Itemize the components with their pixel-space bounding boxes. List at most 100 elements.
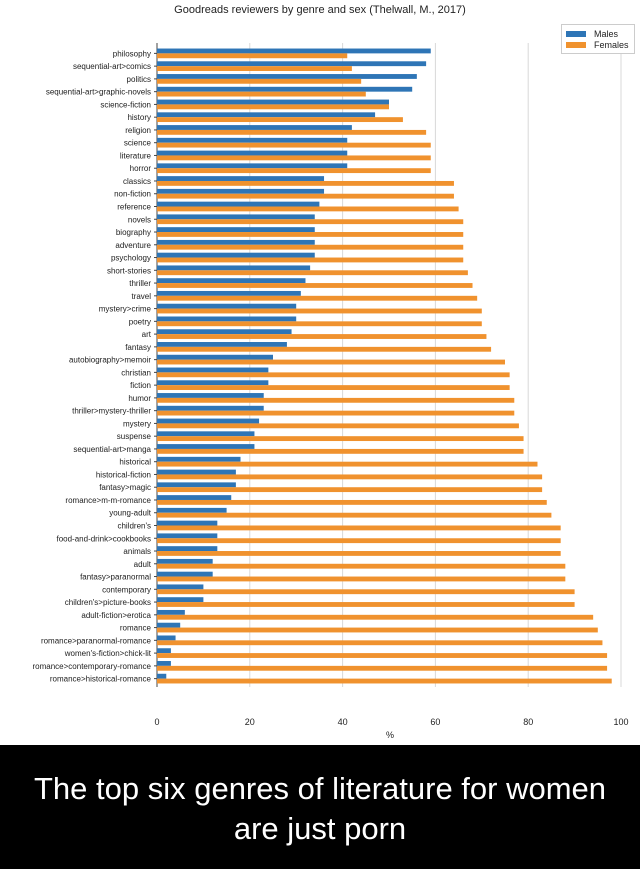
bar-males <box>157 150 348 156</box>
bar-females <box>157 168 431 174</box>
bar-males <box>157 61 427 67</box>
bar-females <box>157 66 352 71</box>
bar-females <box>157 206 459 212</box>
bar-chart-svg: 0 20 40 60 80 100 philosophy sequential-art>com… <box>33 43 629 727</box>
bar-males <box>157 635 176 641</box>
x-tick-label: 80 <box>523 717 533 727</box>
bar-males <box>157 431 255 437</box>
category-label: short-stories <box>107 266 151 275</box>
category-label: poetry <box>129 317 151 326</box>
category-label: christian <box>121 368 151 377</box>
x-tick-label: 60 <box>430 717 440 727</box>
bar-females <box>157 155 431 161</box>
bar-females <box>157 321 482 327</box>
bar-males <box>157 188 325 194</box>
bar-males <box>157 137 348 143</box>
bar-males <box>157 558 213 564</box>
bar-males <box>157 609 185 615</box>
category-label: literature <box>120 151 152 160</box>
category-label: science <box>124 139 152 148</box>
category-label: contemporary <box>102 585 151 594</box>
bar-males <box>157 444 255 449</box>
bar-males <box>157 456 241 462</box>
bar-females <box>157 589 575 595</box>
bar-females <box>157 512 552 518</box>
bar-males <box>157 418 260 424</box>
category-label: mystery <box>123 419 151 428</box>
bar-males <box>157 290 301 296</box>
bar-males <box>157 48 431 54</box>
x-tick-label: 0 <box>154 717 159 727</box>
bar-females <box>157 334 487 339</box>
category-label: science-fiction <box>100 100 151 109</box>
category-label: sequential-art>comics <box>73 62 151 71</box>
bar-males <box>157 648 171 654</box>
bar-males <box>157 214 315 220</box>
category-label: humor <box>128 394 151 403</box>
chart-area: Goodreads reviewers by genre and sex (Th… <box>32 4 635 740</box>
bar-females <box>157 563 566 569</box>
category-label: romance>paranormal-romance <box>41 636 152 645</box>
bar-males <box>157 533 218 539</box>
legend-swatch-males <box>566 31 586 37</box>
bar-females <box>157 78 362 84</box>
bar-females <box>157 487 543 493</box>
bar-males <box>157 74 417 79</box>
category-label: classics <box>123 177 151 186</box>
bar-females <box>157 372 510 378</box>
bar-males <box>157 303 297 309</box>
bar-females <box>157 627 598 633</box>
bar-females <box>157 385 510 390</box>
category-label: animals <box>123 547 151 556</box>
bar-females <box>157 474 543 480</box>
bar-males <box>157 495 232 500</box>
category-label: food-and-drink>cookbooks <box>56 534 151 543</box>
category-label: travel <box>131 292 151 301</box>
bar-males <box>157 571 213 577</box>
category-label: women's-fiction>chick-lit <box>64 649 152 658</box>
x-tick-label: 40 <box>338 717 348 727</box>
bar-males <box>157 163 348 169</box>
bar-females <box>157 308 482 314</box>
bar-females <box>157 551 561 556</box>
category-label: autobiography>memoir <box>69 356 151 365</box>
bar-females <box>157 270 468 276</box>
bar-females <box>157 219 464 225</box>
bar-females <box>157 614 594 620</box>
bar-females <box>157 576 566 582</box>
category-label: romance <box>120 624 152 633</box>
category-label: romance>historical-romance <box>50 675 152 684</box>
bar-females <box>157 499 547 505</box>
bar-females <box>157 283 473 288</box>
bar-females <box>157 665 608 671</box>
bar-males <box>157 673 167 679</box>
chart-title: Goodreads reviewers by genre and sex (Th… <box>174 4 466 16</box>
category-label: children's <box>117 522 151 531</box>
category-label: philosophy <box>113 49 151 58</box>
bar-females <box>157 104 389 110</box>
bar-females <box>157 640 603 646</box>
category-label: young-adult <box>109 509 152 518</box>
bar-males <box>157 201 320 207</box>
bar-females <box>157 346 492 352</box>
x-tick-label: 100 <box>613 717 628 727</box>
bar-males <box>157 661 171 666</box>
bar-females <box>157 538 561 544</box>
bar-females <box>157 232 464 237</box>
bar-males <box>157 393 264 398</box>
category-label: art <box>142 330 152 339</box>
x-axis-label: % <box>386 730 395 740</box>
category-label: adult <box>134 560 152 569</box>
category-label: history <box>127 113 151 122</box>
bar-females <box>157 53 348 59</box>
caption-banner: The top six genres of literature for wom… <box>0 745 640 869</box>
category-label: adventure <box>115 241 151 250</box>
bar-females <box>157 525 561 531</box>
category-label: religion <box>125 126 151 135</box>
bar-males <box>157 622 181 628</box>
category-label: sequential-art>manga <box>73 445 151 454</box>
bar-females <box>157 448 524 454</box>
bar-males <box>157 125 352 130</box>
bar-males <box>157 265 311 271</box>
x-tick-label: 20 <box>245 717 255 727</box>
